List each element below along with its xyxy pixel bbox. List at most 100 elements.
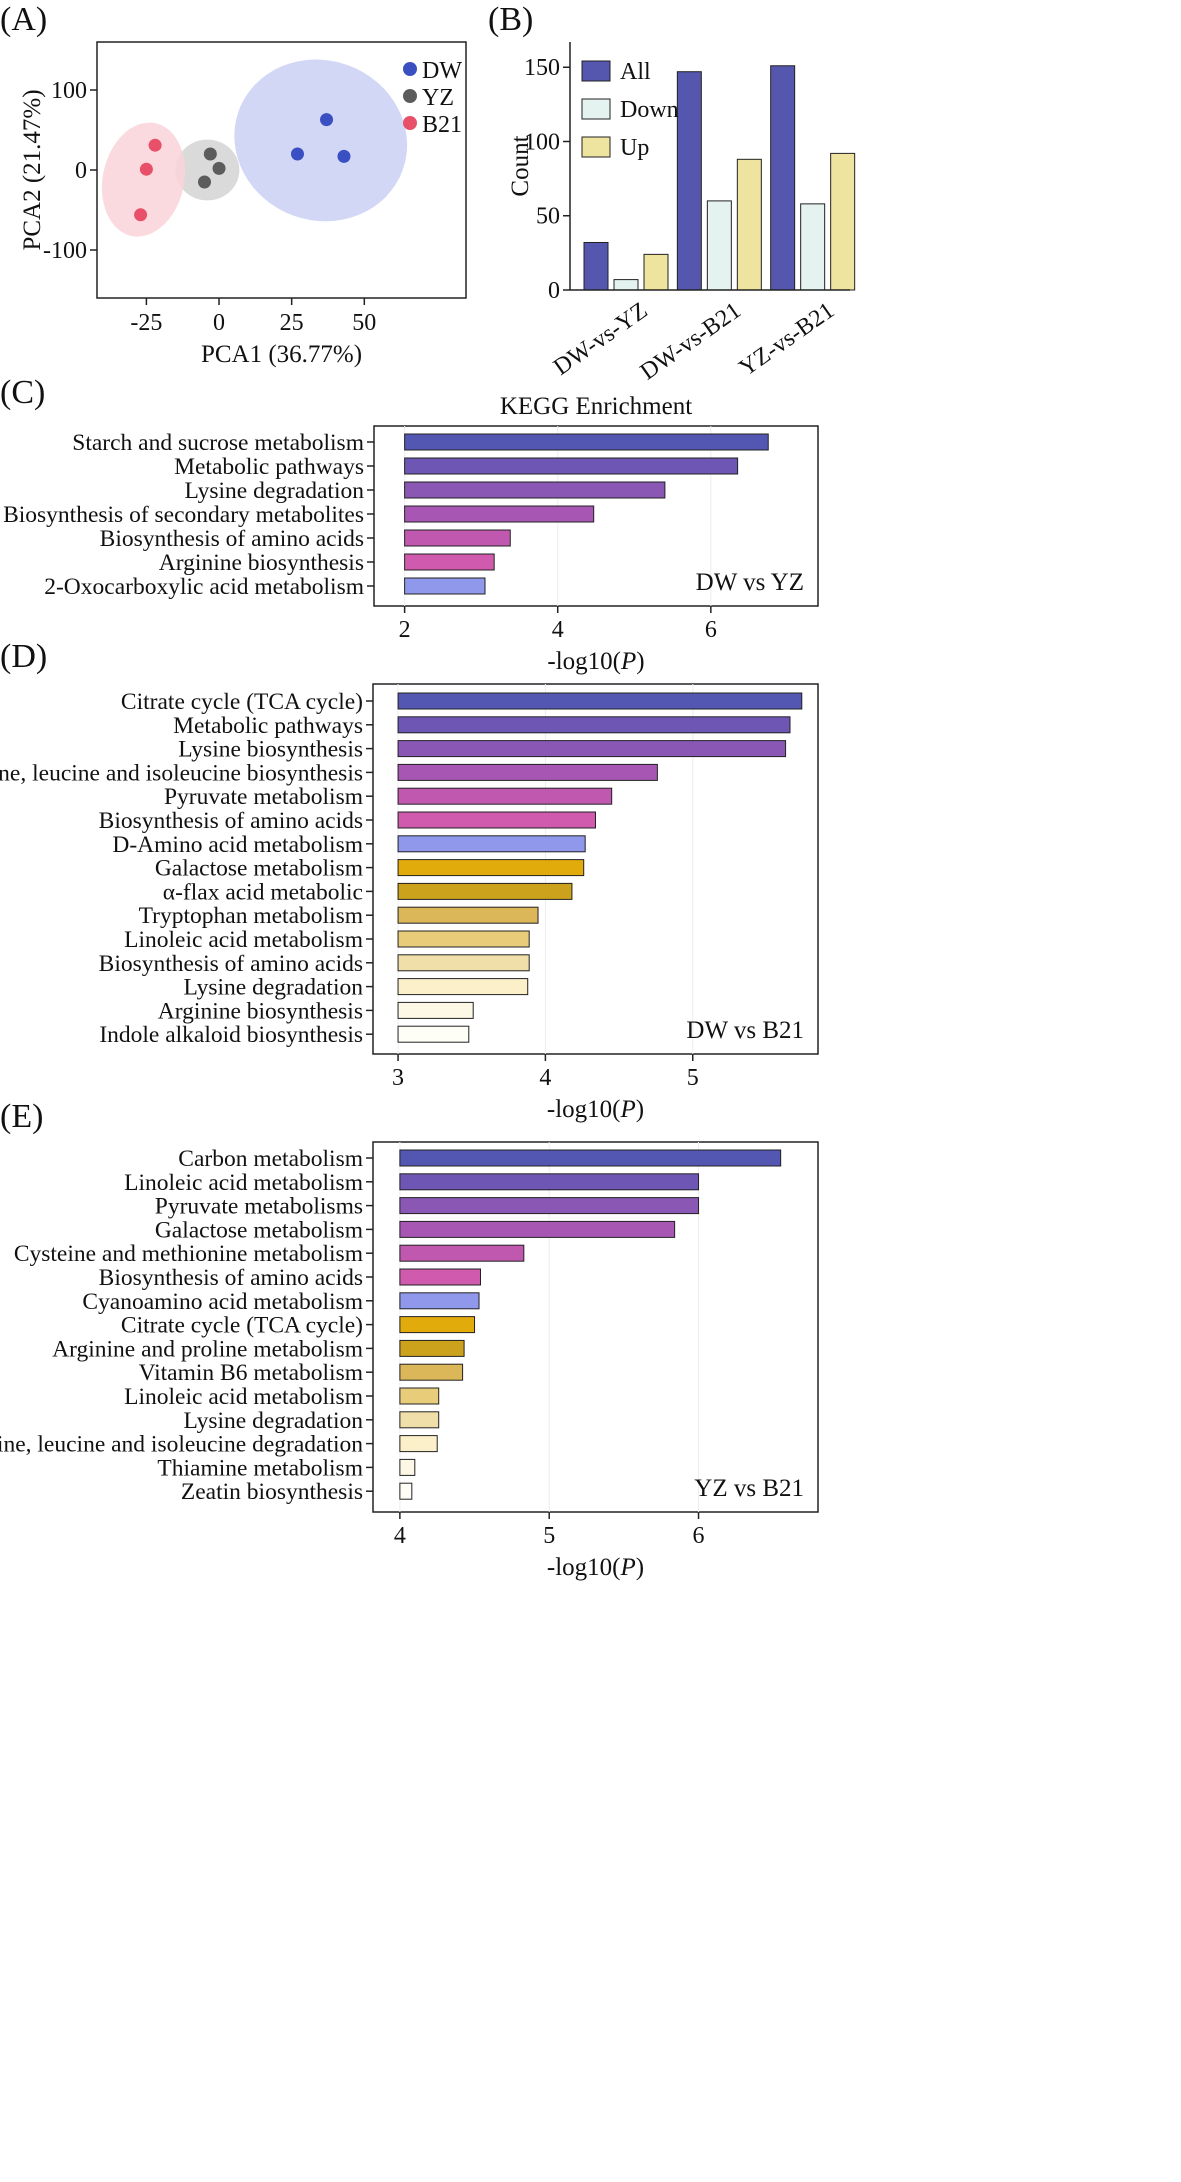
category-label: Lysine degradation [184,975,364,1001]
bar-13 [397,978,529,996]
x-tick-label: 4 [552,617,564,643]
bar-all-3 [770,65,796,291]
bar-7 [399,1292,480,1310]
x-axis-title-italic: P [620,1554,636,1581]
bar-1 [404,433,769,451]
category-label: D-Amino acid metabolism [112,832,363,858]
legend-marker-yz [403,89,417,103]
category-label: Linoleic acid metabolism [124,1170,363,1196]
category-label: Thiamine metabolism [157,1455,363,1481]
y-tick-label: 50 [536,204,560,230]
panel-d-label: (D) [0,638,47,675]
x-tick-label: YZ-vs-B21 [735,298,839,382]
bar-8 [397,859,585,877]
bar-2 [399,1173,700,1191]
x-axis-title-prefix: -log10( [547,1554,621,1581]
bar-12 [399,1411,440,1429]
y-axis-title: Count [507,135,534,196]
x-tick-label: 5 [687,1065,699,1091]
category-label: Starch and sucrose metabolism [72,430,364,456]
panel-e-label: (E) [0,1098,43,1135]
bar-7 [404,577,486,595]
bar-11 [397,930,530,948]
category-label: Vitamin B6 metabolism [139,1360,363,1386]
y-tick-label: -100 [43,238,87,264]
bar-15 [397,1025,470,1043]
point-b21-3 [134,208,148,222]
category-label: Valine, leucine and isoleucine biosynthe… [0,760,363,786]
legend-label-up: Up [620,135,649,161]
point-b21-1 [148,138,162,152]
category-label: 2-Oxocarboxylic acid metabolism [44,574,364,600]
x-tick-label: 25 [280,310,304,336]
bar-10 [399,1363,464,1381]
x-tick-label: 3 [392,1065,404,1091]
y-axis-title: PCA2 (21.47%) [19,89,46,250]
bar-down-1 [613,279,639,291]
category-label: Metabolic pathways [173,713,363,739]
y-tick-label: 0 [75,158,87,184]
category-label: Biosynthesis of amino acids [99,951,363,977]
point-yz-1 [203,147,217,161]
category-label: α-flax acid metabolic [163,879,363,905]
x-tick-label: 4 [394,1523,406,1549]
category-label: Zeatin biosynthesis [181,1479,363,1505]
x-tick-label: 6 [705,617,717,643]
chart-title: KEGG Enrichment [500,393,692,420]
bar-all-1 [583,241,609,291]
panel-c-label: (C) [0,374,45,411]
bar-8 [399,1316,476,1334]
bar-14 [399,1458,416,1476]
ellipse-yz [175,139,240,201]
legend-swatch-all [581,60,611,82]
comparison-label: DW vs YZ [696,569,804,596]
category-label: Galactose metabolism [155,856,363,882]
x-axis-title-prefix: -log10( [547,648,621,675]
panel-b-label: (B) [488,1,533,38]
category-label: Arginine biosynthesis [159,550,364,576]
x-axis-title: -log10(P) [547,1096,644,1123]
bar-down-2 [706,200,732,291]
x-tick-label: 6 [693,1523,705,1549]
bar-13 [399,1435,438,1453]
category-label: Pyruvate metabolism [164,784,363,810]
category-label: Metabolic pathways [174,454,364,480]
bar-11 [399,1387,440,1405]
x-axis-title-prefix: -log10( [547,1096,621,1123]
bar-1 [399,1149,782,1167]
bar-14 [397,1001,474,1019]
x-tick-label: DW-vs-YZ [549,298,652,381]
x-axis-title-suffix: ) [636,1096,644,1123]
category-label: Valine, leucine and isoleucine degradati… [0,1432,363,1458]
y-tick-label: 100 [524,129,560,155]
legend-label-yz: YZ [422,85,454,111]
category-label: Citrate cycle (TCA cycle) [121,1313,363,1339]
panel-d: (D) Citrate cycle (TCA cycle)Metabolic pa… [0,638,819,1123]
ellipse-dw [234,59,408,222]
legend-swatch-up [581,136,611,158]
category-label: Biosynthesis of amino acids [100,526,364,552]
bar-5 [397,787,613,805]
x-axis-title: -log10(P) [547,1554,644,1581]
bar-all-2 [676,71,702,291]
panel-a: (A) -25 0 25 50 100 0 -100 PCA1 (36.77%) PCA2 (21… [0,1,467,368]
category-label: Indole alkaloid biosynthesis [99,1022,363,1048]
point-dw-2 [290,147,304,161]
category-label: Linoleic acid metabolism [124,927,363,953]
category-label: Tryptophan metabolism [139,903,363,929]
bar-9 [397,882,573,900]
bar-1 [397,692,803,710]
point-dw-1 [320,113,334,127]
bar-down-3 [800,203,826,291]
x-tick-label: 5 [543,1523,555,1549]
category-label: Arginine biosynthesis [158,998,363,1024]
x-axis-title: -log10(P) [547,648,644,675]
legend-label-down: Down [620,97,679,123]
x-axis-title-italic: P [620,1096,636,1123]
legend-marker-dw [403,62,417,76]
point-yz-3 [198,175,212,189]
bar-10 [397,906,539,924]
point-b21-2 [139,162,153,176]
